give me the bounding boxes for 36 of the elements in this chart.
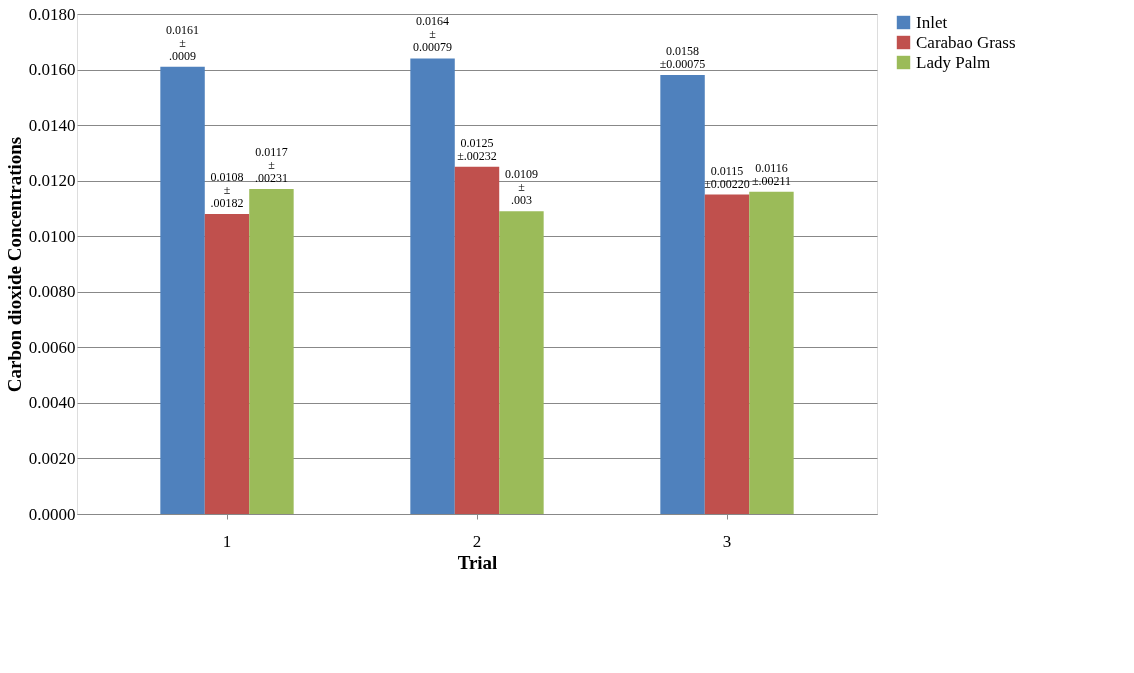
- bar: [660, 75, 705, 514]
- x-axis-title: Trial: [457, 551, 498, 573]
- y-tick-label: 0.0080: [28, 282, 76, 302]
- y-tick-label: 0.0060: [28, 337, 76, 357]
- data-label: 0.0109 ± .003: [504, 167, 538, 208]
- bar: [454, 166, 500, 514]
- bar: [704, 194, 750, 514]
- data-label: 0.0117 ± .00231: [254, 145, 288, 185]
- data-label: 0.0116 ±.00211: [751, 160, 792, 188]
- y-tick-label: 0.0160: [28, 60, 76, 80]
- x-tick-label: 2: [472, 531, 482, 551]
- bar: [410, 58, 455, 514]
- x-tick-label: 3: [722, 531, 732, 551]
- y-tick-label: 0.0120: [28, 171, 76, 191]
- data-label: 0.0164 ± 0.00079: [413, 14, 453, 55]
- y-tick-label: 0.0140: [28, 115, 76, 135]
- data-label: 0.0158 ±0.00075: [659, 44, 706, 72]
- bar: [499, 211, 544, 514]
- x-tick-label: 1: [222, 531, 232, 551]
- bar: [204, 214, 250, 514]
- y-axis-title: Carbon dioxide Concentrations: [3, 136, 25, 393]
- data-label: 0.0161 ± .0009: [166, 22, 200, 63]
- y-tick-label: 0.0040: [28, 393, 76, 413]
- legend-label: Lady Palm: [916, 52, 991, 72]
- y-tick-label: 0.0100: [28, 226, 76, 246]
- bar: [749, 191, 794, 514]
- data-label: 0.0115 ±0.00220: [704, 163, 750, 191]
- legend-label: Inlet: [916, 12, 948, 32]
- bar: [160, 66, 205, 514]
- data-label: 0.0125 ±.00232: [457, 135, 497, 163]
- y-tick-label: 0.0180: [28, 4, 76, 24]
- y-tick-label: 0.0020: [28, 448, 76, 468]
- y-tick-label: 0.0000: [28, 504, 76, 524]
- data-label: 0.0108 ± .00182: [210, 170, 244, 210]
- bar: [249, 189, 294, 514]
- legend-label: Carabao Grass: [916, 32, 1016, 52]
